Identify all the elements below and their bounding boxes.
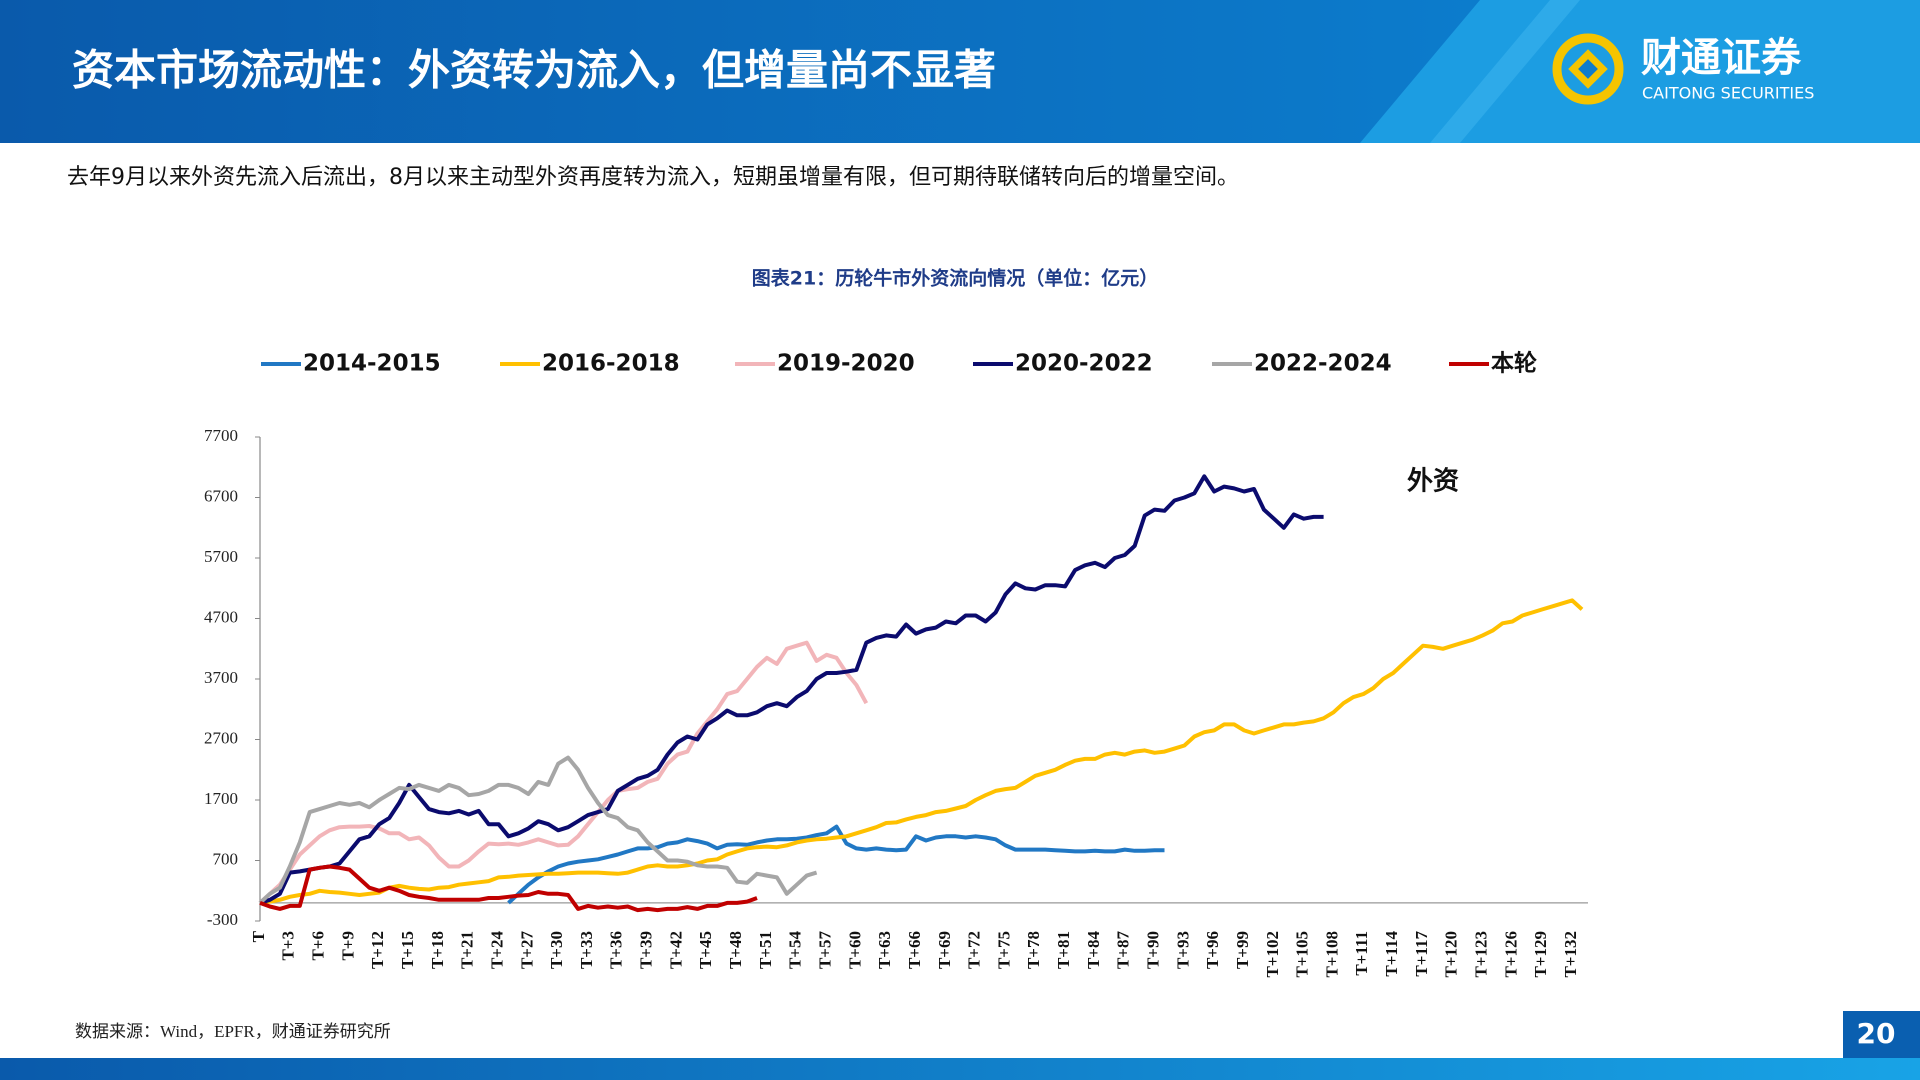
x-tick-label: T+60: [845, 931, 864, 969]
footer-bar: [0, 1058, 1920, 1080]
x-tick-label: T+21: [458, 931, 477, 969]
x-tick-label: T+120: [1442, 931, 1461, 978]
x-tick-label: T+96: [1203, 931, 1222, 969]
x-tick-label: T+117: [1412, 931, 1431, 977]
y-tick-label: 2700: [204, 728, 238, 747]
y-tick-label: 5700: [204, 547, 238, 566]
x-tick-label: T+84: [1084, 931, 1103, 970]
x-tick-label: T+123: [1472, 931, 1491, 978]
x-tick-label: T+63: [875, 931, 894, 969]
x-tick-label: T+36: [607, 931, 626, 969]
legend-label: 2016-2018: [542, 351, 680, 377]
x-tick-label: T+3: [279, 931, 298, 961]
legend-label: 2020-2022: [1015, 351, 1153, 377]
y-tick-label: 700: [213, 849, 239, 868]
source-note: 数据来源：Wind，EPFR，财通证券研究所: [75, 1022, 391, 1041]
x-tick-label: T+108: [1322, 931, 1341, 978]
series-line: [507, 824, 1165, 905]
legend-label: 本轮: [1491, 350, 1537, 377]
y-tick-label: 3700: [204, 668, 238, 687]
y-tick-label: 7700: [204, 426, 238, 445]
x-tick-label: T+87: [1114, 931, 1133, 970]
x-tick-label: T: [249, 930, 268, 942]
y-tick-label: 6700: [204, 486, 238, 505]
x-tick-label: T+39: [637, 931, 656, 969]
series-line: [258, 640, 869, 905]
y-tick-label: -300: [207, 910, 238, 929]
x-tick-label: T+102: [1263, 931, 1282, 978]
x-tick-label: T+66: [905, 931, 924, 969]
x-tick-label: T+126: [1501, 931, 1520, 978]
y-tick-label: 1700: [204, 789, 238, 808]
legend-label: 2019-2020: [777, 351, 915, 377]
x-tick-label: T+24: [487, 931, 506, 970]
logo-en: CAITONG SECURITIES: [1642, 84, 1814, 103]
x-tick-label: T+12: [368, 931, 387, 969]
logo-cn: 财通证券: [1641, 35, 1802, 81]
annotation: 外资: [1407, 467, 1459, 497]
x-tick-label: T+111: [1352, 931, 1371, 976]
x-tick-label: T+69: [935, 931, 954, 969]
x-tick-label: T+33: [577, 931, 596, 969]
series-line: [258, 755, 818, 905]
x-tick-label: T+90: [1144, 931, 1163, 969]
x-tick-label: T+45: [696, 931, 715, 969]
x-tick-label: T+81: [1054, 931, 1073, 969]
x-tick-label: T+93: [1173, 931, 1192, 969]
page-number: 20: [1857, 1017, 1896, 1050]
page-number-box: [1843, 1011, 1920, 1058]
series-line: [259, 864, 758, 913]
x-tick-label: T+72: [965, 931, 984, 969]
y-tick-label: 4700: [204, 607, 238, 626]
x-tick-label: T+15: [398, 931, 417, 969]
x-tick-label: T+132: [1561, 931, 1580, 978]
x-tick-label: T+18: [428, 931, 447, 969]
x-tick-label: T+75: [994, 931, 1013, 969]
x-tick-label: T+27: [517, 931, 536, 970]
x-tick-label: T+30: [547, 931, 566, 969]
legend-label: 2022-2024: [1254, 351, 1392, 377]
x-tick-label: T+78: [1024, 931, 1043, 969]
x-tick-label: T+9: [338, 931, 357, 961]
x-tick-label: T+6: [309, 931, 328, 961]
x-tick-label: T+48: [726, 931, 745, 969]
x-tick-label: T+57: [815, 931, 834, 970]
series-line: [259, 474, 1324, 905]
x-tick-label: T+51: [756, 931, 775, 969]
x-tick-label: T+105: [1293, 931, 1312, 978]
x-tick-label: T+114: [1382, 931, 1401, 977]
series-line: [259, 598, 1584, 905]
x-tick-label: T+54: [786, 931, 805, 970]
x-tick-label: T+99: [1233, 931, 1252, 969]
subtitle: 去年9月以来外资先流入后流出，8月以来主动型外资再度转为流入，短期虽增量有限，但…: [67, 165, 1239, 190]
legend-label: 2014-2015: [303, 351, 441, 377]
header-accent: [1360, 0, 1920, 143]
x-tick-label: T+129: [1531, 931, 1550, 978]
x-tick-label: T+42: [666, 931, 685, 969]
slide-title: 资本市场流动性：外资转为流入，但增量尚不显著: [72, 46, 996, 95]
header-stripe: [1430, 0, 1580, 143]
chart-title: 图表21：历轮牛市外资流向情况（单位：亿元）: [752, 267, 1158, 290]
